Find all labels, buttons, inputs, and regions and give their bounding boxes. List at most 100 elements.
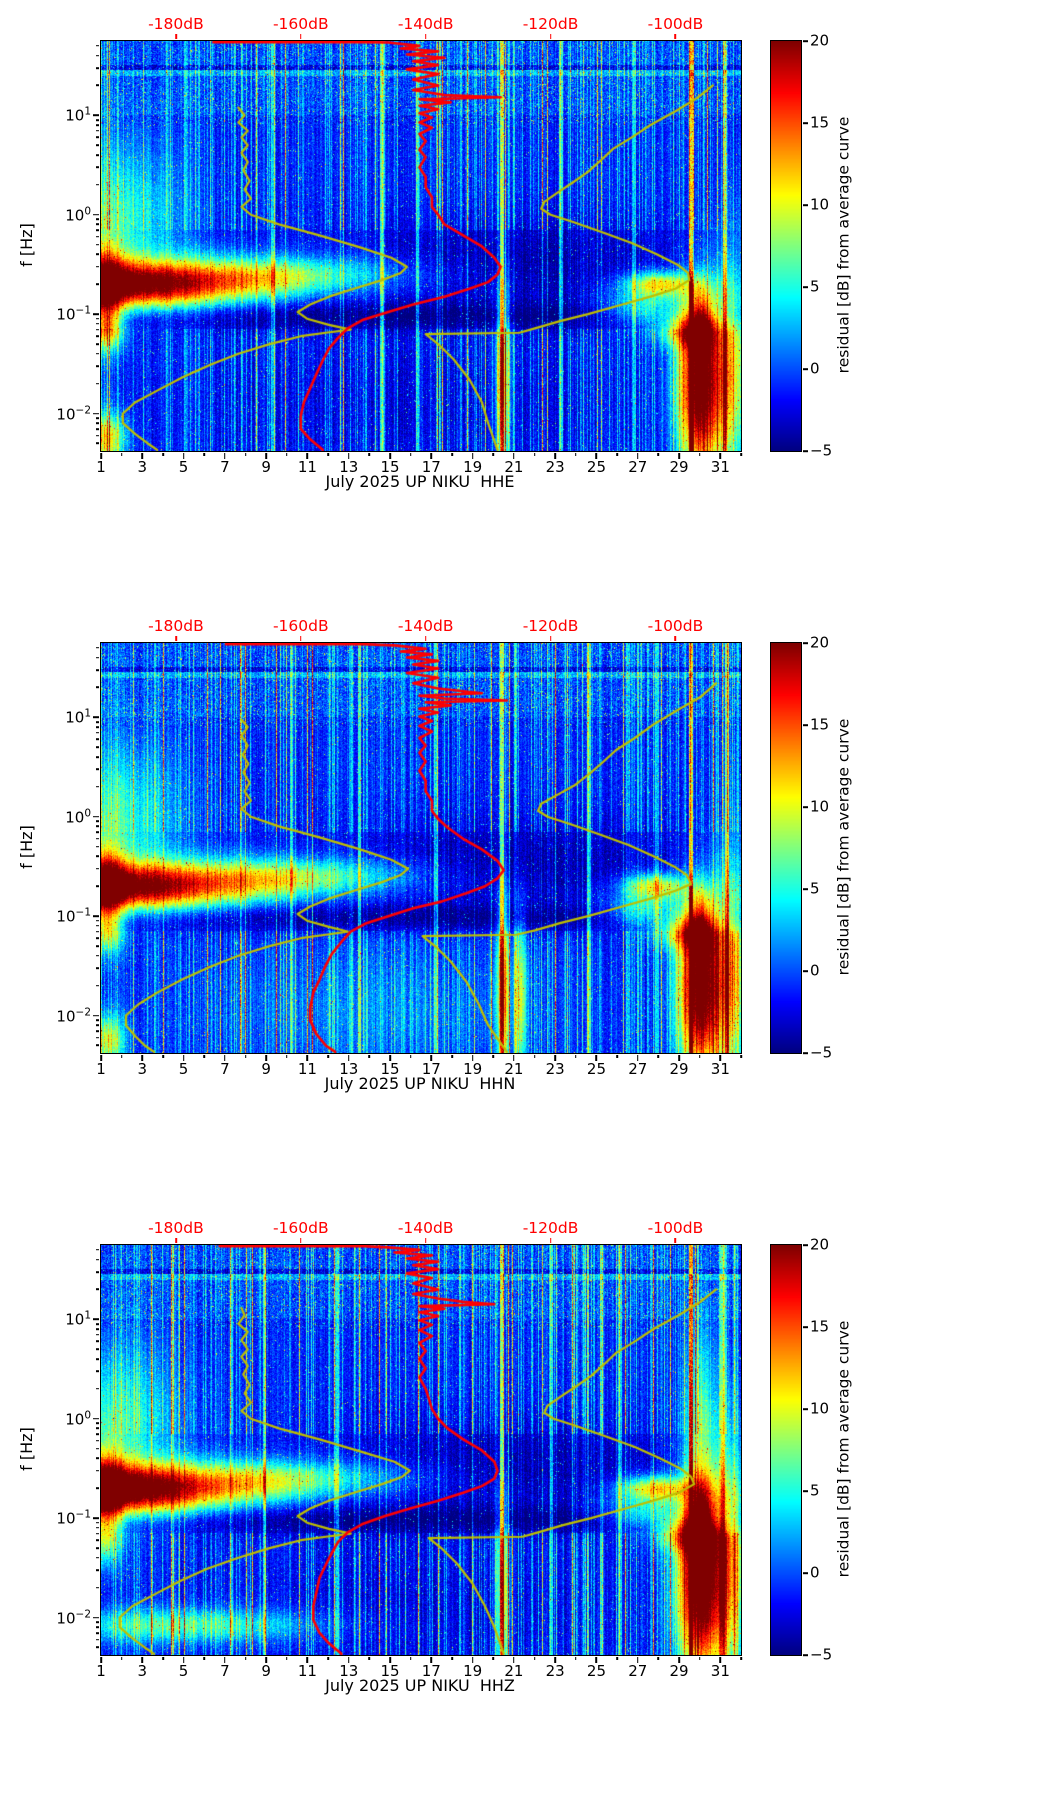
colorbar-tick-label: 0	[810, 1563, 820, 1582]
freq-minor-tick	[95, 144, 100, 147]
freq-minor-tick	[95, 820, 100, 823]
freq-minor-tick	[95, 647, 100, 649]
day-tick	[182, 1656, 185, 1663]
day-minor-tick	[575, 1656, 577, 1661]
freq-minor-tick	[95, 945, 100, 947]
freq-minor-tick	[95, 1323, 100, 1325]
freq-minor-tick	[95, 825, 100, 828]
day-tick-label: 9	[261, 458, 271, 476]
day-minor-tick	[120, 452, 123, 457]
colorbar-tick	[802, 806, 808, 808]
freq-tick	[93, 1417, 100, 1420]
colorbar-tick-label: 0	[810, 359, 820, 378]
freq-minor-tick	[95, 1030, 100, 1032]
colorbar-tick	[802, 1654, 808, 1656]
freq-minor-tick	[95, 721, 100, 723]
day-tick	[430, 1054, 433, 1061]
colorbar-title: residual [dB] from average curve	[834, 1320, 853, 1578]
day-tick-label: 3	[137, 1060, 148, 1078]
day-minor-tick	[327, 1656, 329, 1661]
day-tick-label: 19	[463, 1662, 483, 1680]
freq-minor-tick	[95, 1638, 100, 1641]
freq-minor-tick	[95, 417, 100, 419]
top-db-tick	[424, 1238, 427, 1244]
day-tick	[100, 1054, 102, 1061]
freq-minor-tick	[95, 1621, 100, 1623]
day-tick-label: 11	[297, 1662, 317, 1680]
colorbar-tick	[802, 368, 808, 370]
freq-minor-tick	[95, 1258, 100, 1261]
freq-tick-label: 10−1	[56, 1508, 91, 1528]
day-tick	[554, 452, 556, 459]
freq-minor-tick	[95, 1556, 100, 1559]
day-tick-label: 17	[421, 1662, 441, 1680]
day-tick-label: 17	[421, 1060, 441, 1078]
freq-minor-tick	[95, 1422, 100, 1425]
freq-minor-tick	[95, 984, 100, 987]
top-db-tick	[424, 34, 427, 40]
day-minor-tick	[162, 1054, 164, 1059]
freq-minor-tick	[95, 1440, 100, 1442]
freq-minor-tick	[95, 253, 100, 256]
day-tick-label: 29	[669, 1662, 689, 1680]
freq-minor-tick	[95, 223, 100, 226]
day-minor-tick	[533, 452, 536, 457]
day-tick-label: 9	[261, 1662, 271, 1680]
freq-minor-tick	[95, 67, 100, 69]
day-minor-tick	[698, 1656, 701, 1661]
day-minor-tick	[244, 452, 247, 457]
top-db-label: -140dB	[397, 616, 454, 635]
day-tick-label: 15	[380, 458, 400, 476]
freq-tick	[93, 1318, 100, 1321]
top-db-tick	[424, 636, 427, 642]
day-tick-label: 1	[96, 1662, 106, 1680]
colorbar-tick	[802, 450, 808, 452]
colorbar-tick-label: 5	[810, 1481, 820, 1500]
plot-area: -180dB -160dB -140dB -120dB -100dB 101 100 10−…	[56, 16, 742, 475]
colorbar-gradient	[771, 643, 801, 1053]
day-tick	[265, 452, 267, 459]
day-tick	[430, 1656, 433, 1663]
day-tick-label: 19	[463, 458, 483, 476]
freq-minor-tick	[95, 1539, 100, 1541]
day-tick-label: 5	[178, 1060, 189, 1078]
freq-minor-tick	[95, 236, 100, 238]
day-tick	[100, 1656, 102, 1663]
day-minor-tick	[286, 452, 288, 457]
freq-tick-label: 10−2	[56, 404, 91, 424]
freq-minor-tick	[95, 1358, 100, 1360]
day-tick	[389, 1054, 391, 1061]
colorbar-tick-label: 15	[810, 1317, 830, 1336]
spectrogram-panel-HHE: f [Hz] -180dB -160dB -140dB -120dB -100dB 10…	[0, 0, 1052, 602]
colorbar-tick-label: 10	[810, 1399, 830, 1418]
day-minor-tick	[286, 1054, 288, 1059]
x-axis-title: July 2025 UP NIKU HHN	[324, 1074, 516, 1093]
day-tick	[141, 1054, 144, 1061]
colorbar-tick	[802, 1244, 808, 1246]
day-minor-tick	[327, 452, 329, 457]
freq-minor-tick	[95, 845, 100, 848]
top-db-label: -120dB	[522, 14, 579, 33]
day-minor-tick	[616, 452, 618, 457]
top-db-tick	[175, 636, 177, 642]
freq-minor-tick	[95, 265, 100, 268]
day-tick-label: 23	[545, 1060, 565, 1078]
colorbar-tick-label: −5	[810, 1645, 833, 1664]
freq-minor-tick	[95, 1487, 100, 1490]
freq-minor-tick	[95, 352, 100, 355]
day-minor-tick	[409, 1054, 412, 1059]
top-db-tick	[300, 1238, 302, 1244]
freq-tick-label: 100	[65, 205, 91, 225]
day-tick	[471, 1054, 474, 1061]
day-minor-tick	[409, 452, 412, 457]
day-tick-label: 21	[504, 1662, 524, 1680]
freq-minor-tick	[95, 218, 100, 221]
day-tick-label: 5	[178, 458, 189, 476]
freq-minor-tick	[95, 1632, 100, 1634]
day-minor-tick	[203, 1054, 206, 1059]
day-tick	[224, 1054, 226, 1061]
freq-tick	[93, 716, 100, 719]
freq-minor-tick	[95, 1457, 100, 1460]
day-minor-tick	[657, 1656, 660, 1661]
